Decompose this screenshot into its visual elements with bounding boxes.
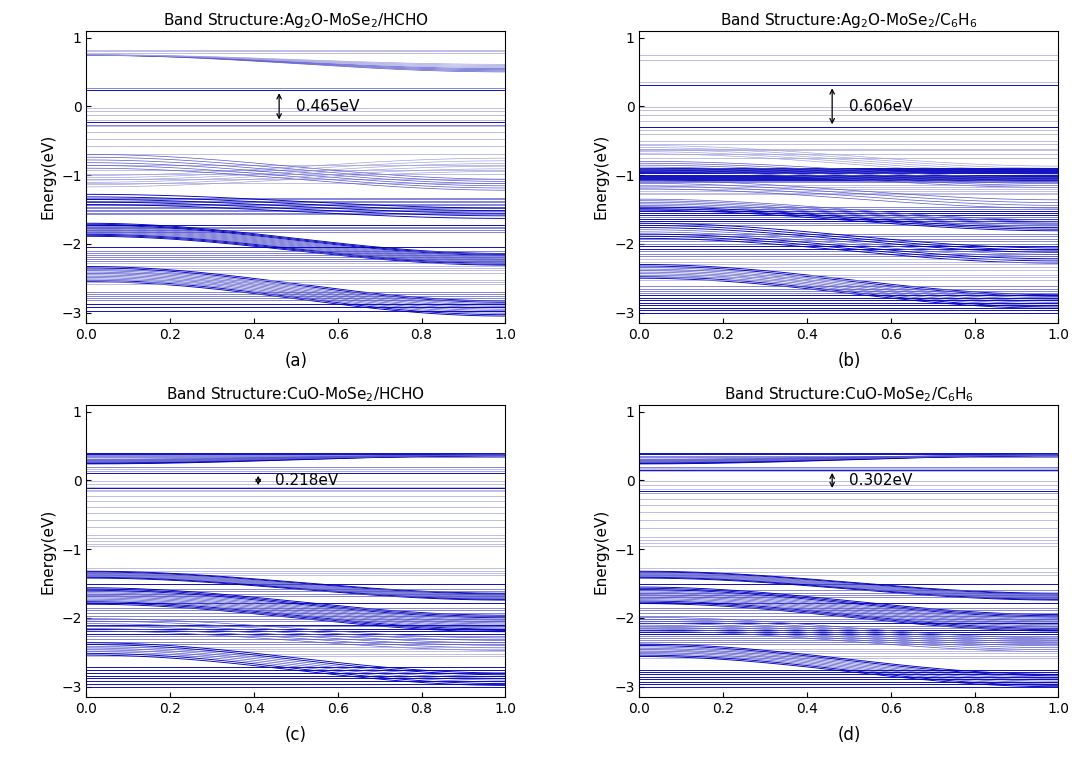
Y-axis label: Energy(eV): Energy(eV) (594, 509, 608, 594)
Text: (c): (c) (285, 726, 307, 745)
Title: Band Structure:CuO-MoSe$_2$/C$_6$H$_6$: Band Structure:CuO-MoSe$_2$/C$_6$H$_6$ (724, 385, 974, 404)
Title: Band Structure:CuO-MoSe$_2$/HCHO: Band Structure:CuO-MoSe$_2$/HCHO (166, 385, 426, 404)
Text: (b): (b) (837, 352, 861, 370)
Y-axis label: Energy(eV): Energy(eV) (40, 509, 55, 594)
Title: Band Structure:Ag$_2$O-MoSe$_2$/HCHO: Band Structure:Ag$_2$O-MoSe$_2$/HCHO (163, 11, 429, 30)
Text: 0.218eV: 0.218eV (275, 473, 338, 488)
Text: 0.606eV: 0.606eV (849, 99, 913, 114)
Title: Band Structure:Ag$_2$O-MoSe$_2$/C$_6$H$_6$: Band Structure:Ag$_2$O-MoSe$_2$/C$_6$H$_… (720, 11, 977, 30)
Text: (a): (a) (284, 352, 308, 370)
Text: 0.302eV: 0.302eV (849, 473, 913, 488)
Y-axis label: Energy(eV): Energy(eV) (594, 134, 608, 219)
Y-axis label: Energy(eV): Energy(eV) (40, 134, 55, 219)
Text: (d): (d) (837, 726, 861, 745)
Text: 0.465eV: 0.465eV (296, 99, 360, 114)
